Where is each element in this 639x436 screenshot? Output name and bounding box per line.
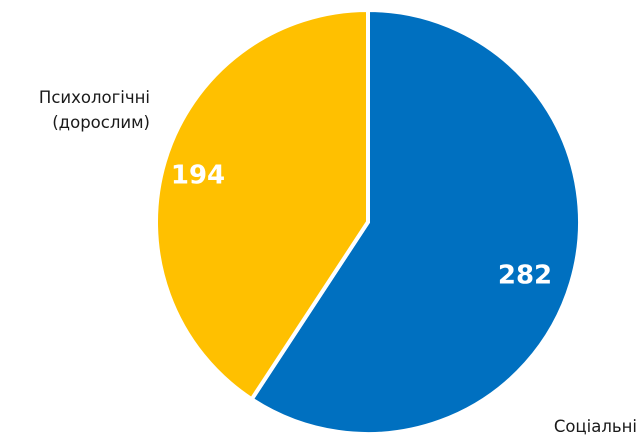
pie-slices [154,8,582,436]
pie-slice-1 [249,8,582,436]
slice-category-label-1: Соціальні [554,417,637,436]
value-labels: 282 194 [171,161,552,291]
slice-category-label-2: Психологічні (дорослим) [39,88,150,132]
category-labels: Соціальні Психологічні (дорослим) [39,88,637,436]
pie-slice-2 [154,8,370,402]
slice-value-label-2: 194 [171,161,225,191]
slice-value-label-1: 282 [498,261,552,291]
